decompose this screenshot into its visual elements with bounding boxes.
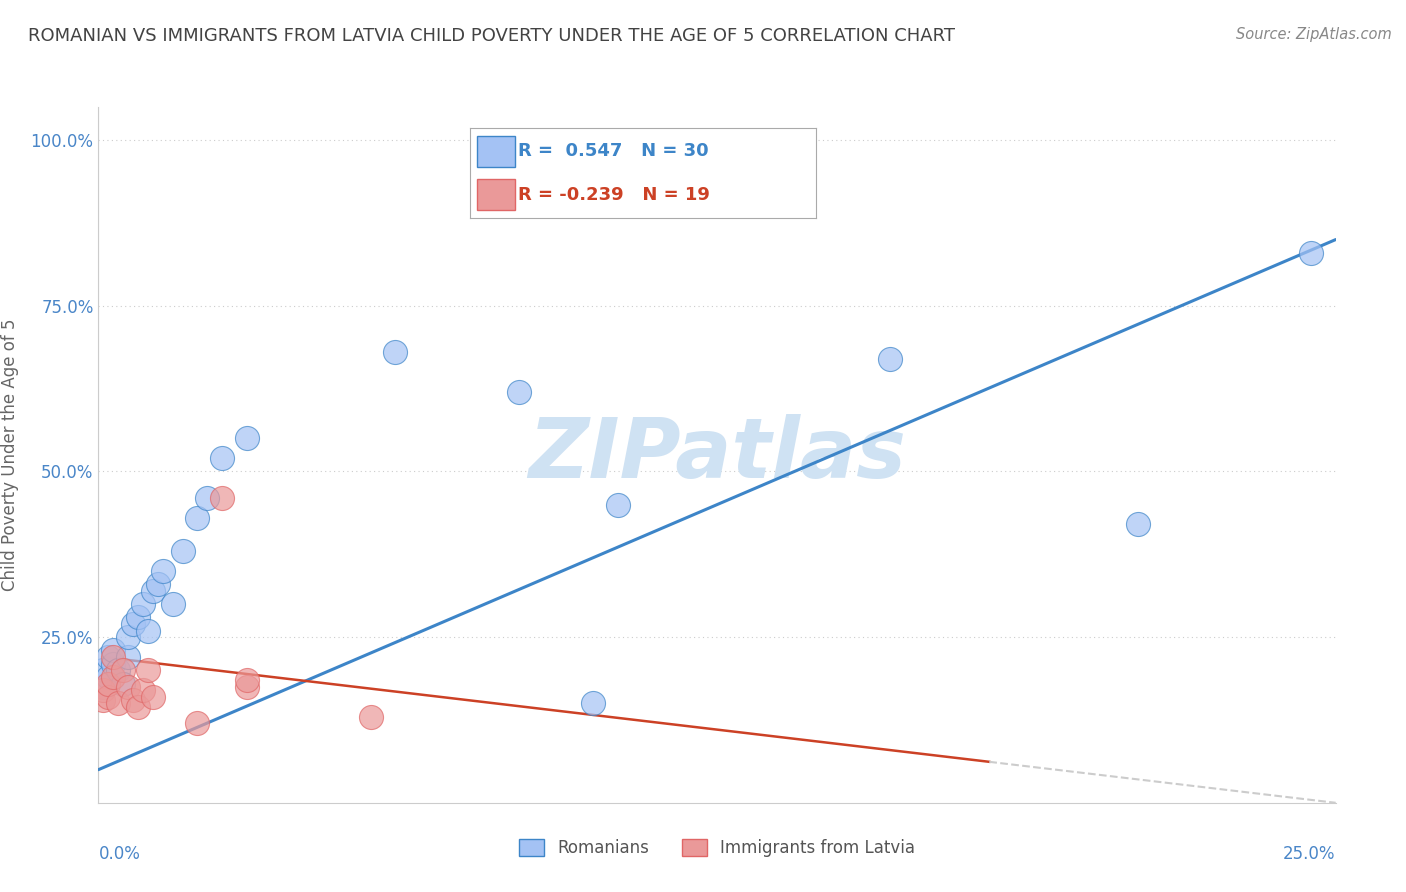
Point — [93, 683, 115, 698]
Point — [112, 676, 135, 690]
Point — [117, 630, 139, 644]
Point — [132, 597, 155, 611]
Point — [107, 663, 129, 677]
Point — [236, 680, 259, 694]
Point — [103, 670, 125, 684]
Point — [136, 663, 159, 677]
Point — [103, 650, 125, 665]
Point — [211, 451, 233, 466]
Text: ZIPatlas: ZIPatlas — [529, 415, 905, 495]
Point — [103, 643, 125, 657]
Point — [146, 577, 169, 591]
Point — [172, 544, 194, 558]
Point — [97, 670, 120, 684]
Point — [162, 597, 184, 611]
Point — [195, 491, 218, 505]
Point — [97, 650, 120, 665]
Point — [607, 498, 630, 512]
Point — [93, 693, 115, 707]
Text: Source: ZipAtlas.com: Source: ZipAtlas.com — [1236, 27, 1392, 42]
Point — [122, 616, 145, 631]
Y-axis label: Child Poverty Under the Age of 5: Child Poverty Under the Age of 5 — [1, 318, 20, 591]
Point — [132, 683, 155, 698]
Point — [122, 693, 145, 707]
Point — [384, 345, 406, 359]
Point — [360, 709, 382, 723]
Text: 25.0%: 25.0% — [1284, 845, 1336, 863]
Point — [142, 690, 165, 704]
Point — [97, 690, 120, 704]
Point — [1126, 517, 1149, 532]
Point — [582, 697, 605, 711]
Point — [879, 351, 901, 366]
Point — [93, 663, 115, 677]
Point — [103, 657, 125, 671]
Point — [152, 564, 174, 578]
Text: ROMANIAN VS IMMIGRANTS FROM LATVIA CHILD POVERTY UNDER THE AGE OF 5 CORRELATION : ROMANIAN VS IMMIGRANTS FROM LATVIA CHILD… — [28, 27, 955, 45]
Point — [127, 699, 149, 714]
Point — [186, 716, 208, 731]
Point — [93, 680, 115, 694]
Point — [211, 491, 233, 505]
Point — [142, 583, 165, 598]
Point — [112, 663, 135, 677]
Point — [508, 384, 530, 399]
Text: 0.0%: 0.0% — [98, 845, 141, 863]
Point — [136, 624, 159, 638]
Legend: Romanians, Immigrants from Latvia: Romanians, Immigrants from Latvia — [512, 832, 922, 864]
Point — [127, 610, 149, 624]
Point — [107, 697, 129, 711]
Point — [1299, 245, 1322, 260]
Point — [236, 431, 259, 445]
Point — [117, 650, 139, 665]
Point — [186, 511, 208, 525]
Point — [236, 673, 259, 688]
Point — [117, 680, 139, 694]
Point — [97, 676, 120, 690]
